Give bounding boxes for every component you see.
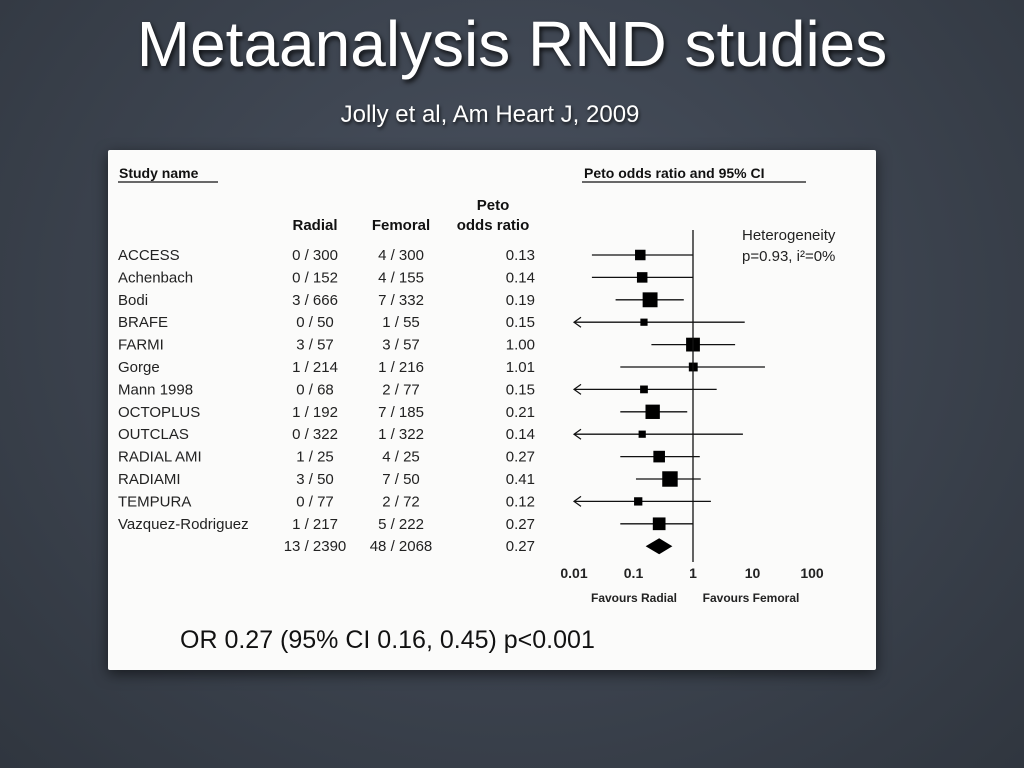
femoral-events: 4 / 155 [378,269,424,286]
or-value: 0.27 [506,516,535,533]
or-value: 0.27 [506,449,535,466]
femoral-events: 7 / 185 [378,404,424,421]
femoral-events: 3 / 57 [382,337,420,354]
or-value: 1.00 [506,337,535,354]
radial-events: 3 / 50 [296,471,334,488]
or-value: 0.41 [506,471,535,488]
radial-events: 0 / 50 [296,314,334,331]
radial-events: 0 / 152 [292,269,338,286]
radial-events: 1 / 25 [296,449,334,466]
study-name: Vazquez-Rodriguez [118,516,249,533]
or-value: 0.12 [506,493,535,510]
point-estimate [642,292,658,308]
femoral-events: 1 / 216 [378,359,424,376]
radial-events: 1 / 214 [292,359,338,376]
x-tick-label: 10 [745,565,761,581]
point-estimate [634,497,643,506]
study-name: BRAFE [118,314,168,331]
forest-plot-figure: Study name Peto odds ratio and 95% CI Ra… [108,150,876,670]
radial-events: 0 / 68 [296,381,334,398]
femoral-events: 4 / 300 [378,247,424,264]
x-tick-label: 0.01 [560,565,587,581]
slide-title: Metaanalysis RND studies [136,8,888,80]
or-value: 1.01 [506,359,535,376]
plot-header: Peto odds ratio and 95% CI [584,165,764,181]
point-estimate [640,385,648,394]
forest-plot: Study name Peto odds ratio and 95% CI Ra… [118,165,836,654]
favours-radial-label: Favours Radial [591,591,677,605]
study-name: Gorge [118,359,160,376]
study-name: TEMPURA [118,493,191,510]
femoral-events: 7 / 332 [378,292,424,309]
or-value: 0.15 [506,314,535,331]
study-name: OUTCLAS [118,426,189,443]
femoral-events: 1 / 322 [378,426,424,443]
femoral-events: 2 / 72 [382,493,420,510]
or-value: 0.27 [506,538,535,555]
point-estimate [653,450,665,463]
femoral-events: 1 / 55 [382,314,420,331]
ci-arrow-left [572,316,582,328]
or-value: 0.14 [506,269,535,286]
or-value: 0.15 [506,381,535,398]
study-name: RADIAMI [118,471,181,488]
point-estimate [662,471,678,487]
study-name: RADIAL AMI [118,449,202,466]
radial-events: 3 / 57 [296,337,334,354]
heterogeneity-label: Heterogeneity [742,227,836,244]
study-name: Bodi [118,292,148,309]
femoral-events: 2 / 77 [382,381,420,398]
or-value: 0.13 [506,247,535,264]
study-name: Achenbach [118,269,193,286]
or-value: 0.14 [506,426,535,443]
col-header-femoral: Femoral [372,217,430,234]
point-estimate [652,517,666,531]
point-estimate [640,318,648,326]
point-estimate [635,249,646,261]
radial-events: 0 / 77 [296,493,334,510]
ci-arrow-left [572,495,582,507]
study-name: FARMI [118,337,164,354]
col-header-or-line2: odds ratio [457,217,530,234]
col-header-or-line1: Peto [477,197,510,214]
slide-subtitle: Jolly et al, Am Heart J, 2009 [340,101,640,128]
or-value: 0.19 [506,292,535,309]
femoral-events: 5 / 222 [378,516,424,533]
femoral-events: 48 / 2068 [370,538,433,555]
radial-events: 1 / 192 [292,404,338,421]
femoral-events: 7 / 50 [382,471,420,488]
x-tick-label: 1 [689,565,697,581]
radial-events: 3 / 666 [292,292,338,309]
study-name-header: Study name [119,165,199,181]
col-header-radial: Radial [292,217,337,234]
point-estimate [638,430,646,438]
x-tick-label: 0.1 [624,565,644,581]
radial-events: 1 / 217 [292,516,338,533]
radial-events: 0 / 300 [292,247,338,264]
femoral-events: 4 / 25 [382,449,420,466]
x-tick-label: 100 [800,565,824,581]
or-value: 0.21 [506,404,535,421]
heterogeneity-value: p=0.93, i²=0% [742,248,835,265]
ci-arrow-left [572,428,582,440]
point-estimate [636,272,648,283]
study-name: Mann 1998 [118,381,193,398]
radial-events: 13 / 2390 [284,538,347,555]
study-name: OCTOPLUS [118,404,200,421]
ci-arrow-left [572,383,582,395]
radial-events: 0 / 322 [292,426,338,443]
overall-result-text: OR 0.27 (95% CI 0.16, 0.45) p<0.001 [180,626,595,654]
favours-femoral-label: Favours Femoral [703,591,800,605]
study-name: ACCESS [118,247,180,264]
overall-diamond [645,538,673,555]
point-estimate [645,404,660,419]
